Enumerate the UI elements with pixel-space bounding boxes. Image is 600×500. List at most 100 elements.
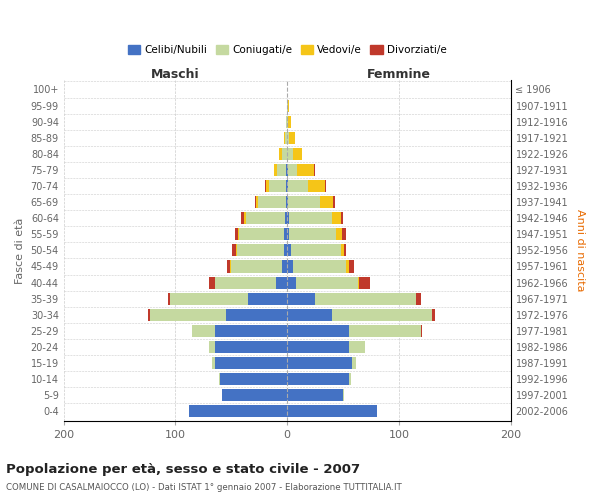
Bar (416, 292, 421, 304)
Bar (150, 308, 226, 321)
Bar (286, 196, 287, 208)
Bar (287, 389, 343, 402)
Bar (277, 164, 286, 176)
Bar (212, 357, 215, 369)
Bar (215, 325, 287, 337)
Bar (239, 228, 284, 240)
Bar (286, 164, 287, 176)
Bar (289, 180, 308, 192)
Legend: Celibi/Nubili, Coniugati/e, Vedovi/e, Divorziati/e: Celibi/Nubili, Coniugati/e, Vedovi/e, Di… (124, 40, 451, 59)
Bar (232, 244, 236, 256)
Bar (287, 196, 289, 208)
Bar (289, 196, 320, 208)
Bar (325, 180, 326, 192)
Bar (293, 260, 346, 272)
Bar (215, 341, 287, 353)
Bar (287, 373, 349, 385)
Bar (287, 116, 289, 128)
Bar (276, 276, 287, 288)
Bar (289, 132, 295, 144)
Bar (281, 260, 287, 272)
Bar (287, 228, 289, 240)
Bar (287, 148, 293, 160)
Bar (287, 180, 289, 192)
Bar (237, 244, 284, 256)
Text: COMUNE DI CASALMAIOCCO (LO) - Dati ISTAT 1° gennaio 2007 - Elaborazione TUTTITAL: COMUNE DI CASALMAIOCCO (LO) - Dati ISTAT… (6, 482, 402, 492)
Bar (349, 341, 365, 353)
Bar (265, 180, 266, 192)
Text: Popolazione per età, sesso e stato civile - 2007: Popolazione per età, sesso e stato civil… (6, 462, 360, 475)
Bar (189, 406, 287, 417)
Bar (289, 212, 332, 224)
Bar (349, 260, 354, 272)
Bar (320, 196, 333, 208)
Bar (287, 132, 289, 144)
Y-axis label: Anni di nascita: Anni di nascita (575, 209, 585, 292)
Bar (209, 276, 215, 288)
Bar (358, 276, 359, 288)
Bar (308, 180, 325, 192)
Bar (296, 276, 358, 288)
Bar (346, 260, 349, 272)
Bar (287, 325, 349, 337)
Bar (421, 325, 422, 337)
Bar (284, 244, 287, 256)
Bar (287, 260, 293, 272)
Bar (241, 212, 244, 224)
Bar (287, 341, 349, 353)
Bar (170, 292, 248, 304)
Bar (286, 116, 287, 128)
Bar (215, 276, 276, 288)
Bar (333, 196, 335, 208)
Bar (219, 373, 220, 385)
Bar (258, 196, 286, 208)
Bar (287, 164, 289, 176)
Bar (226, 308, 287, 321)
Bar (287, 276, 296, 288)
Bar (359, 276, 370, 288)
Bar (285, 212, 287, 224)
Bar (256, 196, 258, 208)
Bar (215, 357, 287, 369)
Bar (286, 180, 287, 192)
Bar (352, 357, 356, 369)
Bar (284, 132, 285, 144)
Bar (433, 308, 434, 321)
Bar (236, 244, 237, 256)
Bar (314, 164, 315, 176)
Bar (255, 196, 256, 208)
Text: Maschi: Maschi (151, 68, 200, 82)
Y-axis label: Fasce di età: Fasce di età (15, 217, 25, 284)
Bar (209, 341, 215, 353)
Bar (289, 228, 337, 240)
Bar (269, 180, 286, 192)
Bar (332, 212, 341, 224)
Bar (341, 244, 344, 256)
Bar (266, 180, 269, 192)
Bar (287, 292, 315, 304)
Bar (287, 406, 377, 417)
Bar (287, 308, 332, 321)
Bar (248, 292, 287, 304)
Bar (349, 373, 351, 385)
Bar (287, 357, 352, 369)
Bar (289, 116, 290, 128)
Bar (244, 212, 246, 224)
Bar (342, 228, 346, 240)
Bar (343, 389, 344, 402)
Bar (341, 212, 343, 224)
Bar (293, 148, 302, 160)
Bar (281, 148, 287, 160)
Bar (332, 308, 433, 321)
Bar (285, 132, 287, 144)
Bar (232, 260, 281, 272)
Bar (287, 244, 290, 256)
Bar (148, 308, 150, 321)
Bar (290, 244, 341, 256)
Bar (284, 228, 287, 240)
Bar (192, 325, 215, 337)
Bar (289, 164, 297, 176)
Bar (287, 100, 289, 112)
Bar (287, 212, 289, 224)
Bar (344, 244, 346, 256)
